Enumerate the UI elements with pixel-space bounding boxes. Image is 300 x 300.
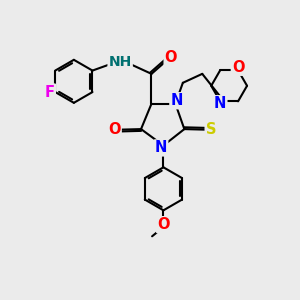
Text: O: O <box>108 122 121 137</box>
Text: N: N <box>155 140 167 155</box>
Text: O: O <box>232 60 244 75</box>
Text: S: S <box>206 122 216 137</box>
Text: O: O <box>165 50 177 65</box>
Text: N: N <box>170 93 183 108</box>
Text: O: O <box>157 217 170 232</box>
Text: NH: NH <box>109 55 132 69</box>
Text: F: F <box>45 85 55 100</box>
Text: N: N <box>214 96 226 111</box>
